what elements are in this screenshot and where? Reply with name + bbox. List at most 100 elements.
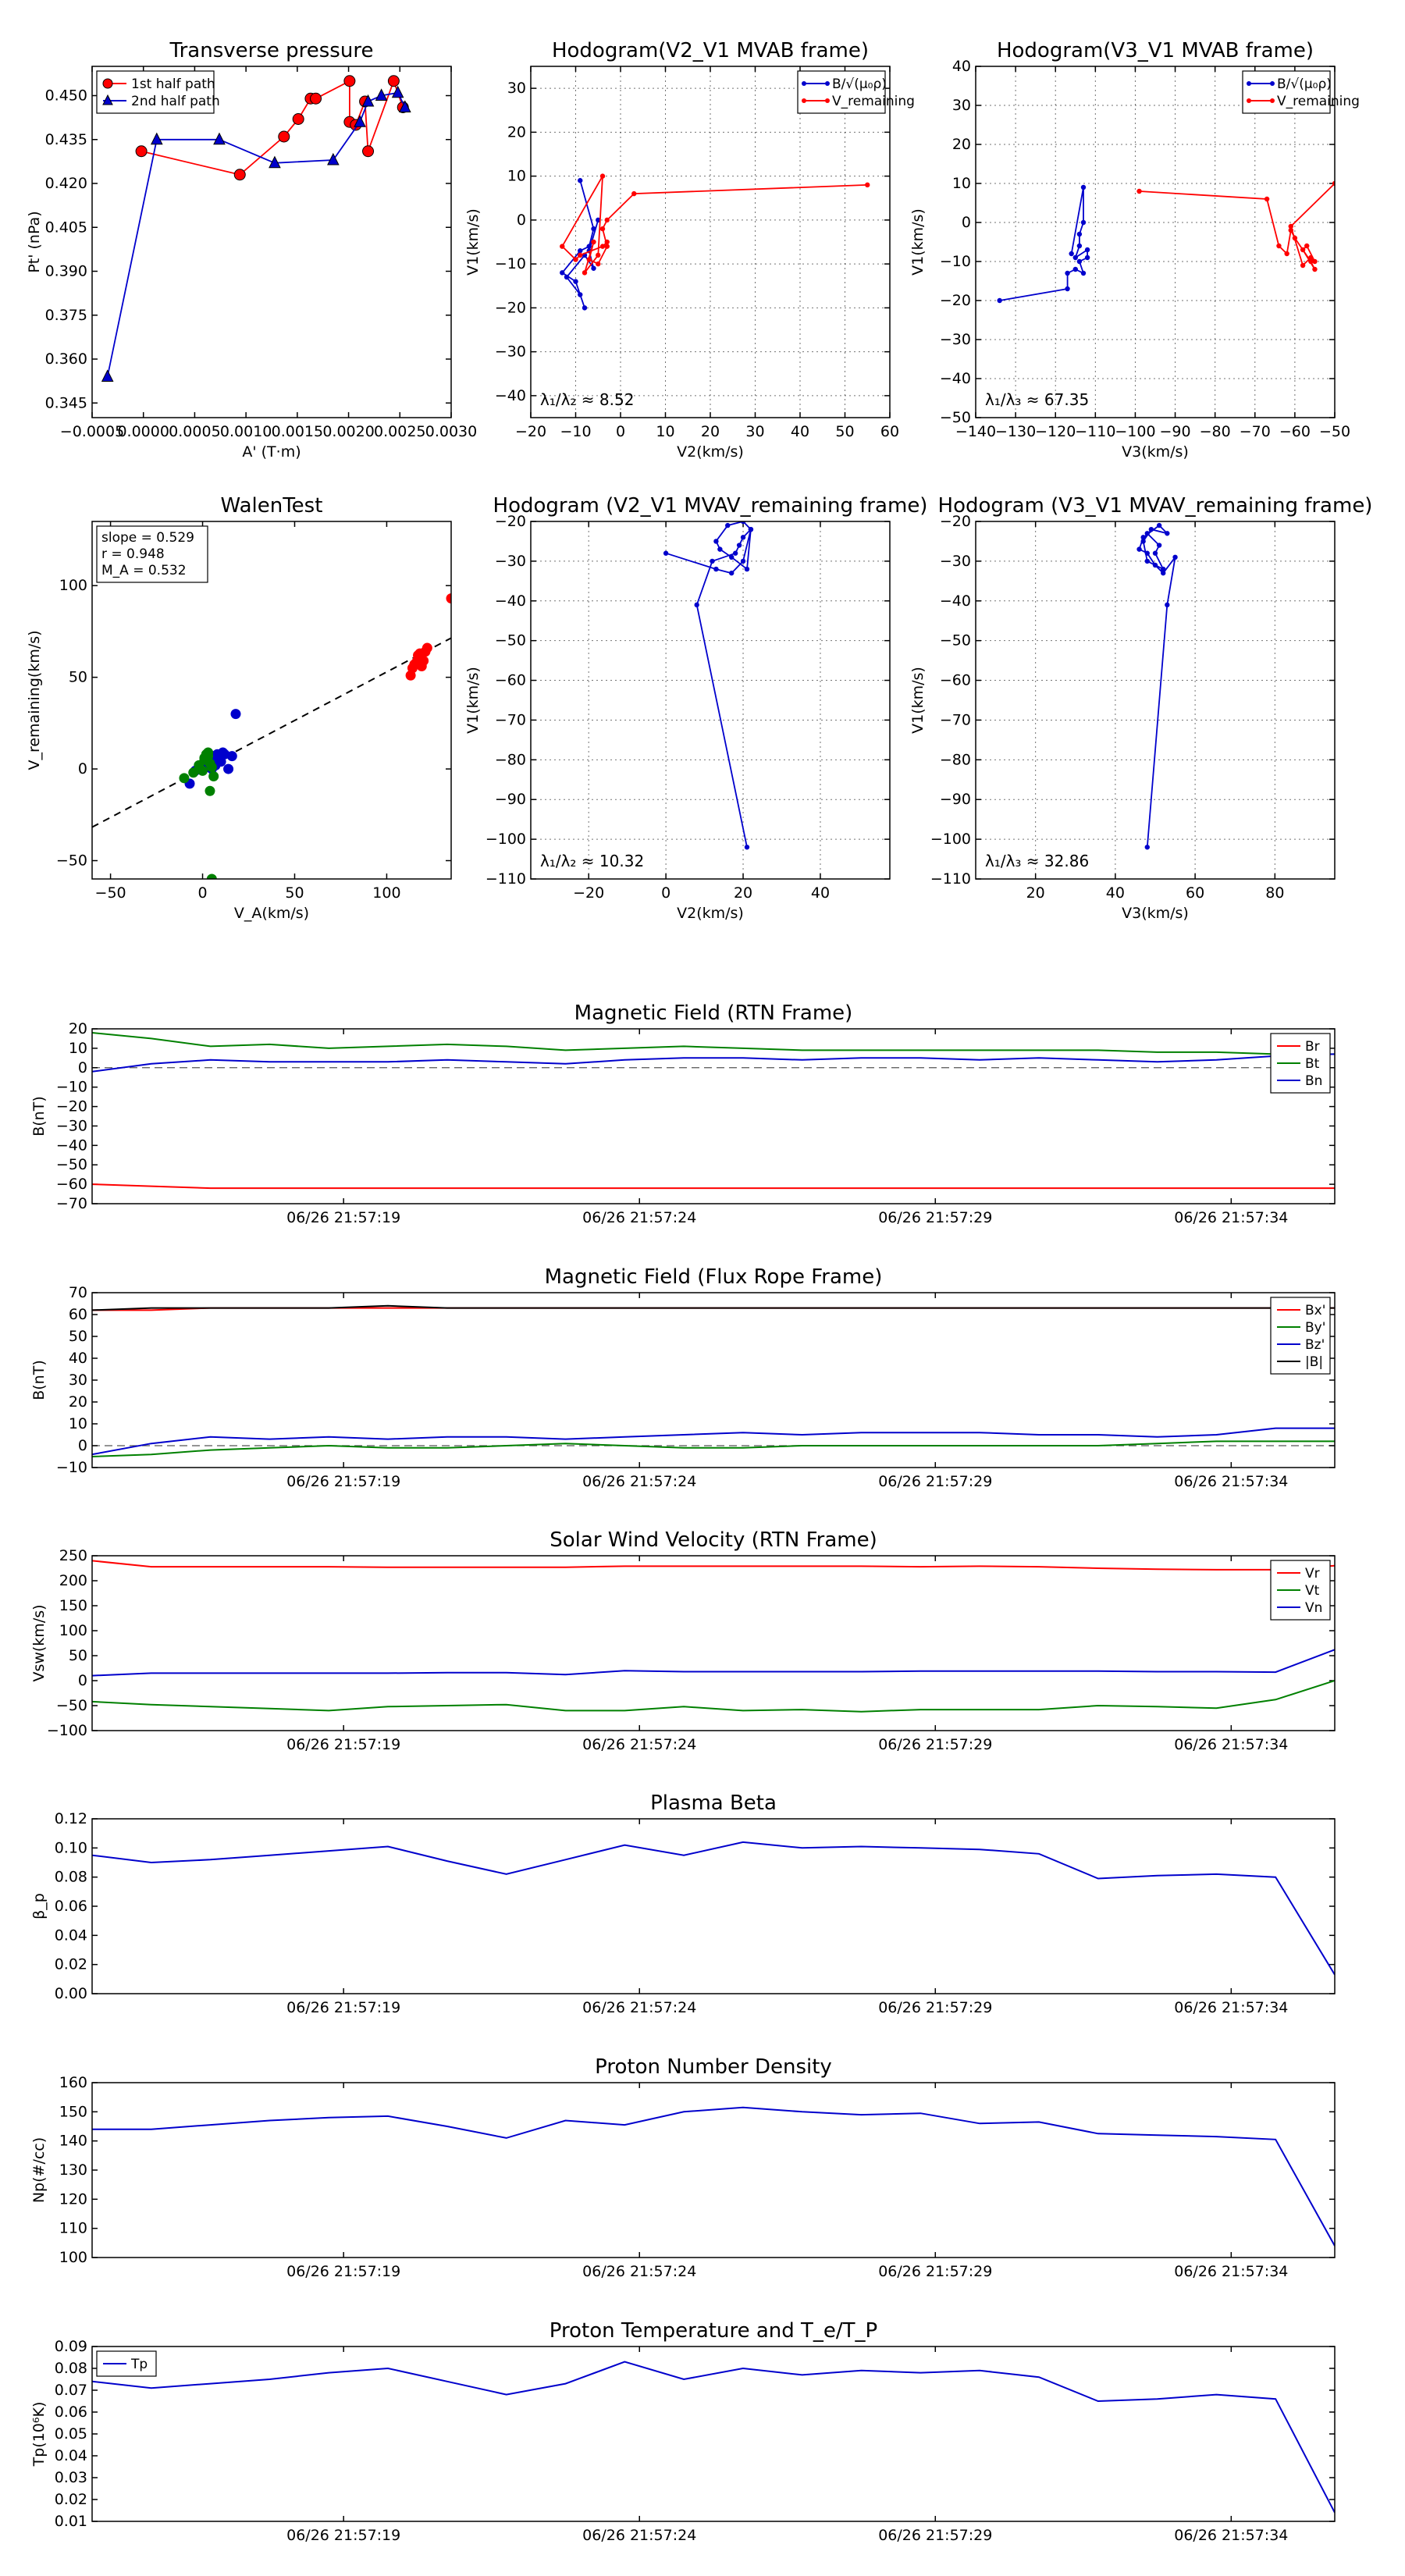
y-tick-label: −30 xyxy=(940,331,971,348)
data-point xyxy=(150,132,163,145)
data-point xyxy=(1308,258,1314,265)
x-tick-label: 06/26 21:57:19 xyxy=(286,1999,400,2016)
plot-area xyxy=(92,1560,1335,1713)
y-tick-label: −50 xyxy=(56,852,87,870)
data-point xyxy=(1144,845,1150,850)
x-axis-label: V2(km/s) xyxy=(677,443,744,461)
x-tick-label: 80 xyxy=(1265,884,1284,902)
y-tick-label: 50 xyxy=(69,1328,87,1345)
data-point xyxy=(710,558,715,564)
legend-label: Bz' xyxy=(1305,1337,1325,1353)
data-point xyxy=(582,270,588,276)
y-tick-label: 100 xyxy=(59,577,87,594)
y-tick-label: −70 xyxy=(495,711,526,728)
data-point xyxy=(694,602,699,608)
x-tick-label: 06/26 21:57:34 xyxy=(1174,1999,1288,2016)
y-tick-label: 0.375 xyxy=(45,307,87,324)
data-point xyxy=(1308,254,1314,261)
chart-panel-p9: Solar Wind Velocity (RTN Frame) −100 −50 0 5… xyxy=(30,1528,1336,1753)
data-point xyxy=(1264,196,1270,202)
legend-marker xyxy=(1270,81,1275,86)
x-tick-label: 0.0015 xyxy=(272,423,323,440)
y-tick-label: 30 xyxy=(69,1372,87,1389)
data-point xyxy=(1312,266,1318,272)
x-tick-label: 06/26 21:57:19 xyxy=(286,1209,400,1226)
y-tick-label: 0.450 xyxy=(45,87,87,105)
legend-marker xyxy=(1247,81,1251,86)
data-point xyxy=(1300,247,1306,253)
x-tick-label: 06/26 21:57:24 xyxy=(582,1999,696,2016)
series-hodogram-line xyxy=(1138,524,1176,848)
chart-panel-p6: Hodogram (V3_V1 MVAV_remaining frame) −11… xyxy=(909,494,1372,922)
x-tick-label: 0.0005 xyxy=(169,423,220,440)
series-bz--line xyxy=(92,1427,1335,1456)
data-point xyxy=(604,244,610,249)
legend-label: V_remaining xyxy=(832,94,915,109)
data-point xyxy=(713,566,719,572)
y-tick-label: −80 xyxy=(940,751,971,768)
plot-area xyxy=(663,521,754,850)
chart-title: Proton Temperature and T_e/T_P xyxy=(550,2319,877,2343)
data-point xyxy=(865,182,870,188)
x-tick-label: 06/26 21:57:19 xyxy=(286,2263,400,2280)
axes-frame xyxy=(975,521,1336,880)
y-tick-label: 0.04 xyxy=(55,1927,87,1944)
y-tick-label: 0.03 xyxy=(55,2469,87,2486)
x-tick-label: 06/26 21:57:19 xyxy=(286,1473,400,1490)
data-point xyxy=(1304,243,1310,249)
y-tick-label: 250 xyxy=(59,1547,87,1564)
legend-label: Vt xyxy=(1305,1583,1320,1599)
x-tick-label: 06/26 21:57:19 xyxy=(286,2527,400,2544)
y-tick-label: 140 xyxy=(59,2133,87,2150)
legend-marker xyxy=(102,94,113,105)
axes-frame xyxy=(91,1028,1336,1204)
y-tick-label: 120 xyxy=(59,2190,87,2208)
chart-title: Transverse pressure xyxy=(169,39,374,62)
x-axis-label: V3(km/s) xyxy=(1122,443,1189,461)
data-point xyxy=(1312,258,1318,265)
data-point xyxy=(1072,254,1078,261)
x-tick-label: 06/26 21:57:29 xyxy=(878,2527,992,2544)
chart-panel-p4: WalenTest −50 0 50 100 −50 0 50 100 V_A(km/s) V_re… xyxy=(26,494,452,922)
plot-area xyxy=(92,1841,1335,1976)
y-tick-label: 0.01 xyxy=(55,2513,87,2530)
data-point xyxy=(269,155,281,169)
x-tick-label: 0.0020 xyxy=(322,423,374,440)
data-point xyxy=(1080,270,1087,276)
data-point xyxy=(591,265,596,271)
y-tick-label: 10 xyxy=(69,1040,87,1057)
legend-label: 1st half path xyxy=(131,76,215,92)
stats-line: slope = 0.529 xyxy=(101,530,194,546)
data-point xyxy=(391,85,404,98)
x-tick-label: 20 xyxy=(1026,884,1045,902)
y-axis-label: B(nT) xyxy=(30,1360,48,1400)
x-tick-label: 06/26 21:57:24 xyxy=(582,2263,696,2280)
plot-area xyxy=(1136,522,1178,850)
y-tick-label: 0.07 xyxy=(55,2382,87,2399)
y-tick-label: −50 xyxy=(940,409,971,426)
y-tick-label: −40 xyxy=(940,370,971,387)
x-tick-label: 06/26 21:57:34 xyxy=(1174,1736,1288,1753)
series-vt-line xyxy=(92,1680,1335,1713)
y-tick-label: 0 xyxy=(78,1059,87,1076)
x-tick-label: −0.0005 xyxy=(60,423,124,440)
chart-panel-p11: Proton Number Density 100 110 120 130 140 150 1… xyxy=(30,2055,1336,2280)
data-point xyxy=(740,521,746,525)
y-axis-label: Tp(10⁶K) xyxy=(30,2402,48,2467)
y-tick-label: 40 xyxy=(952,58,971,75)
x-tick-label: −130 xyxy=(995,423,1036,440)
data-point xyxy=(226,751,237,762)
fit-line xyxy=(92,637,451,828)
data-point xyxy=(223,763,234,774)
x-tick-label: 06/26 21:57:24 xyxy=(582,1473,696,1490)
y-tick-label: −110 xyxy=(930,870,971,888)
chart-title: Solar Wind Velocity (RTN Frame) xyxy=(550,1528,877,1552)
y-tick-label: 150 xyxy=(59,1597,87,1614)
data-point xyxy=(740,535,746,540)
x-tick-label: −110 xyxy=(1075,423,1115,440)
data-point xyxy=(343,75,356,87)
y-tick-label: 20 xyxy=(69,1393,87,1411)
data-point xyxy=(399,100,411,112)
y-tick-label: 10 xyxy=(507,168,526,185)
y-tick-label: −20 xyxy=(56,1098,87,1115)
